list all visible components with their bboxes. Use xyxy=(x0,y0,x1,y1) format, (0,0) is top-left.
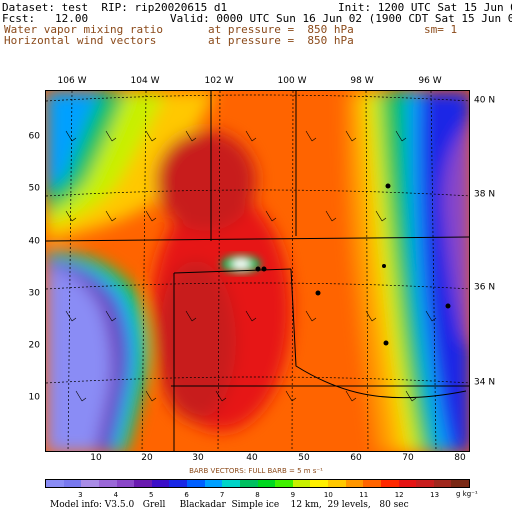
valid-time-label: Valid: 0000 UTC Sun 16 Jun 02 (1900 CDT … xyxy=(170,12,512,25)
color-scale-label: 3 xyxy=(78,491,83,499)
x-tick: 50 xyxy=(298,453,310,463)
lat-lon-grid xyxy=(46,91,469,451)
lon-label: 102 W xyxy=(204,76,234,86)
color-swatch xyxy=(134,480,152,487)
color-swatch xyxy=(46,480,64,487)
color-scale-label: 10 xyxy=(323,491,333,499)
lat-label: 38 N xyxy=(474,189,496,200)
forecast-hour-label: Fcst: 12.00 xyxy=(2,12,89,25)
field2-level: at pressure = 850 hPa xyxy=(208,34,354,47)
color-swatch xyxy=(328,480,346,487)
color-swatch xyxy=(81,480,99,487)
y-tick: 10 xyxy=(28,392,40,403)
state-borders xyxy=(46,91,469,451)
lon-label: 104 W xyxy=(130,76,160,86)
color-swatch xyxy=(433,480,452,487)
color-swatch xyxy=(239,480,258,487)
color-scale-label: 4 xyxy=(113,491,119,499)
color-swatch xyxy=(98,480,117,487)
color-swatch xyxy=(257,480,276,487)
color-scale-label: 13 xyxy=(430,491,440,499)
map-canvas xyxy=(46,91,469,451)
model-info-footer: Model info: V3.5.0 Grell Blackadar Simpl… xyxy=(50,500,409,510)
color-swatch xyxy=(275,480,293,487)
color-swatch xyxy=(187,480,205,487)
moisture-map xyxy=(45,90,470,452)
x-tick: 80 xyxy=(454,453,466,463)
field1-level: at pressure = 850 hPa xyxy=(208,23,354,36)
color-swatch xyxy=(63,480,82,487)
color-scale-label: 11 xyxy=(359,491,369,499)
city-dots xyxy=(255,183,451,346)
lat-label: 40 N xyxy=(474,95,496,106)
lon-label: 98 W xyxy=(350,76,374,86)
color-scale-label: 9 xyxy=(290,491,296,499)
color-swatch xyxy=(398,480,417,487)
y-tick: 50 xyxy=(28,183,40,194)
color-swatch xyxy=(363,480,381,487)
barb-legend-note: BARB VECTORS: FULL BARB = 5 m s⁻¹ xyxy=(189,467,323,475)
color-scale-label: 12 xyxy=(394,491,404,499)
color-swatch xyxy=(380,480,399,487)
color-swatch xyxy=(151,480,170,487)
y-tick: 40 xyxy=(28,236,40,247)
lon-label: 96 W xyxy=(418,76,442,86)
color-swatch xyxy=(169,480,187,487)
x-tick: 20 xyxy=(141,453,153,463)
color-swatch xyxy=(345,480,364,487)
color-swatch xyxy=(310,480,328,487)
color-swatch xyxy=(116,480,135,487)
x-tick: 60 xyxy=(350,453,362,463)
color-scale-label: 6 xyxy=(184,491,189,499)
x-tick: 30 xyxy=(192,453,204,463)
lat-label: 36 N xyxy=(474,282,496,293)
y-tick: 30 xyxy=(28,288,40,299)
color-swatch xyxy=(292,480,311,487)
color-scale-units: g kg⁻¹ xyxy=(456,490,478,498)
lon-label: 100 W xyxy=(277,76,307,86)
field1-smoothing: sm= 1 xyxy=(424,23,458,36)
field2-name: Horizontal wind vectors xyxy=(4,34,157,47)
color-scale-label: 7 xyxy=(219,491,225,499)
bulge-feature xyxy=(221,255,261,273)
color-swatch xyxy=(416,480,434,487)
color-scale-label: 5 xyxy=(149,491,154,499)
moisture-field xyxy=(46,91,469,451)
y-tick: 60 xyxy=(28,131,40,142)
color-swatch xyxy=(451,480,469,487)
lon-label: 106 W xyxy=(57,76,87,86)
x-tick: 70 xyxy=(402,453,414,463)
x-tick: 10 xyxy=(90,453,102,463)
init-time-label: Init: 1200 UTC Sat 15 Jun 02 xyxy=(338,1,512,14)
dataset-label: Dataset: test RIP: rip20020615 d1 xyxy=(2,1,228,14)
field1-name: Water vapor mixing ratio xyxy=(4,23,163,36)
x-tick: 40 xyxy=(246,453,258,463)
y-tick: 20 xyxy=(28,340,40,351)
color-swatch xyxy=(222,480,240,487)
lat-label: 34 N xyxy=(474,377,496,388)
color-scale-label: 8 xyxy=(255,491,260,499)
color-swatch xyxy=(204,480,223,487)
wind-barbs xyxy=(65,130,437,402)
color-scale-bar xyxy=(45,479,470,488)
